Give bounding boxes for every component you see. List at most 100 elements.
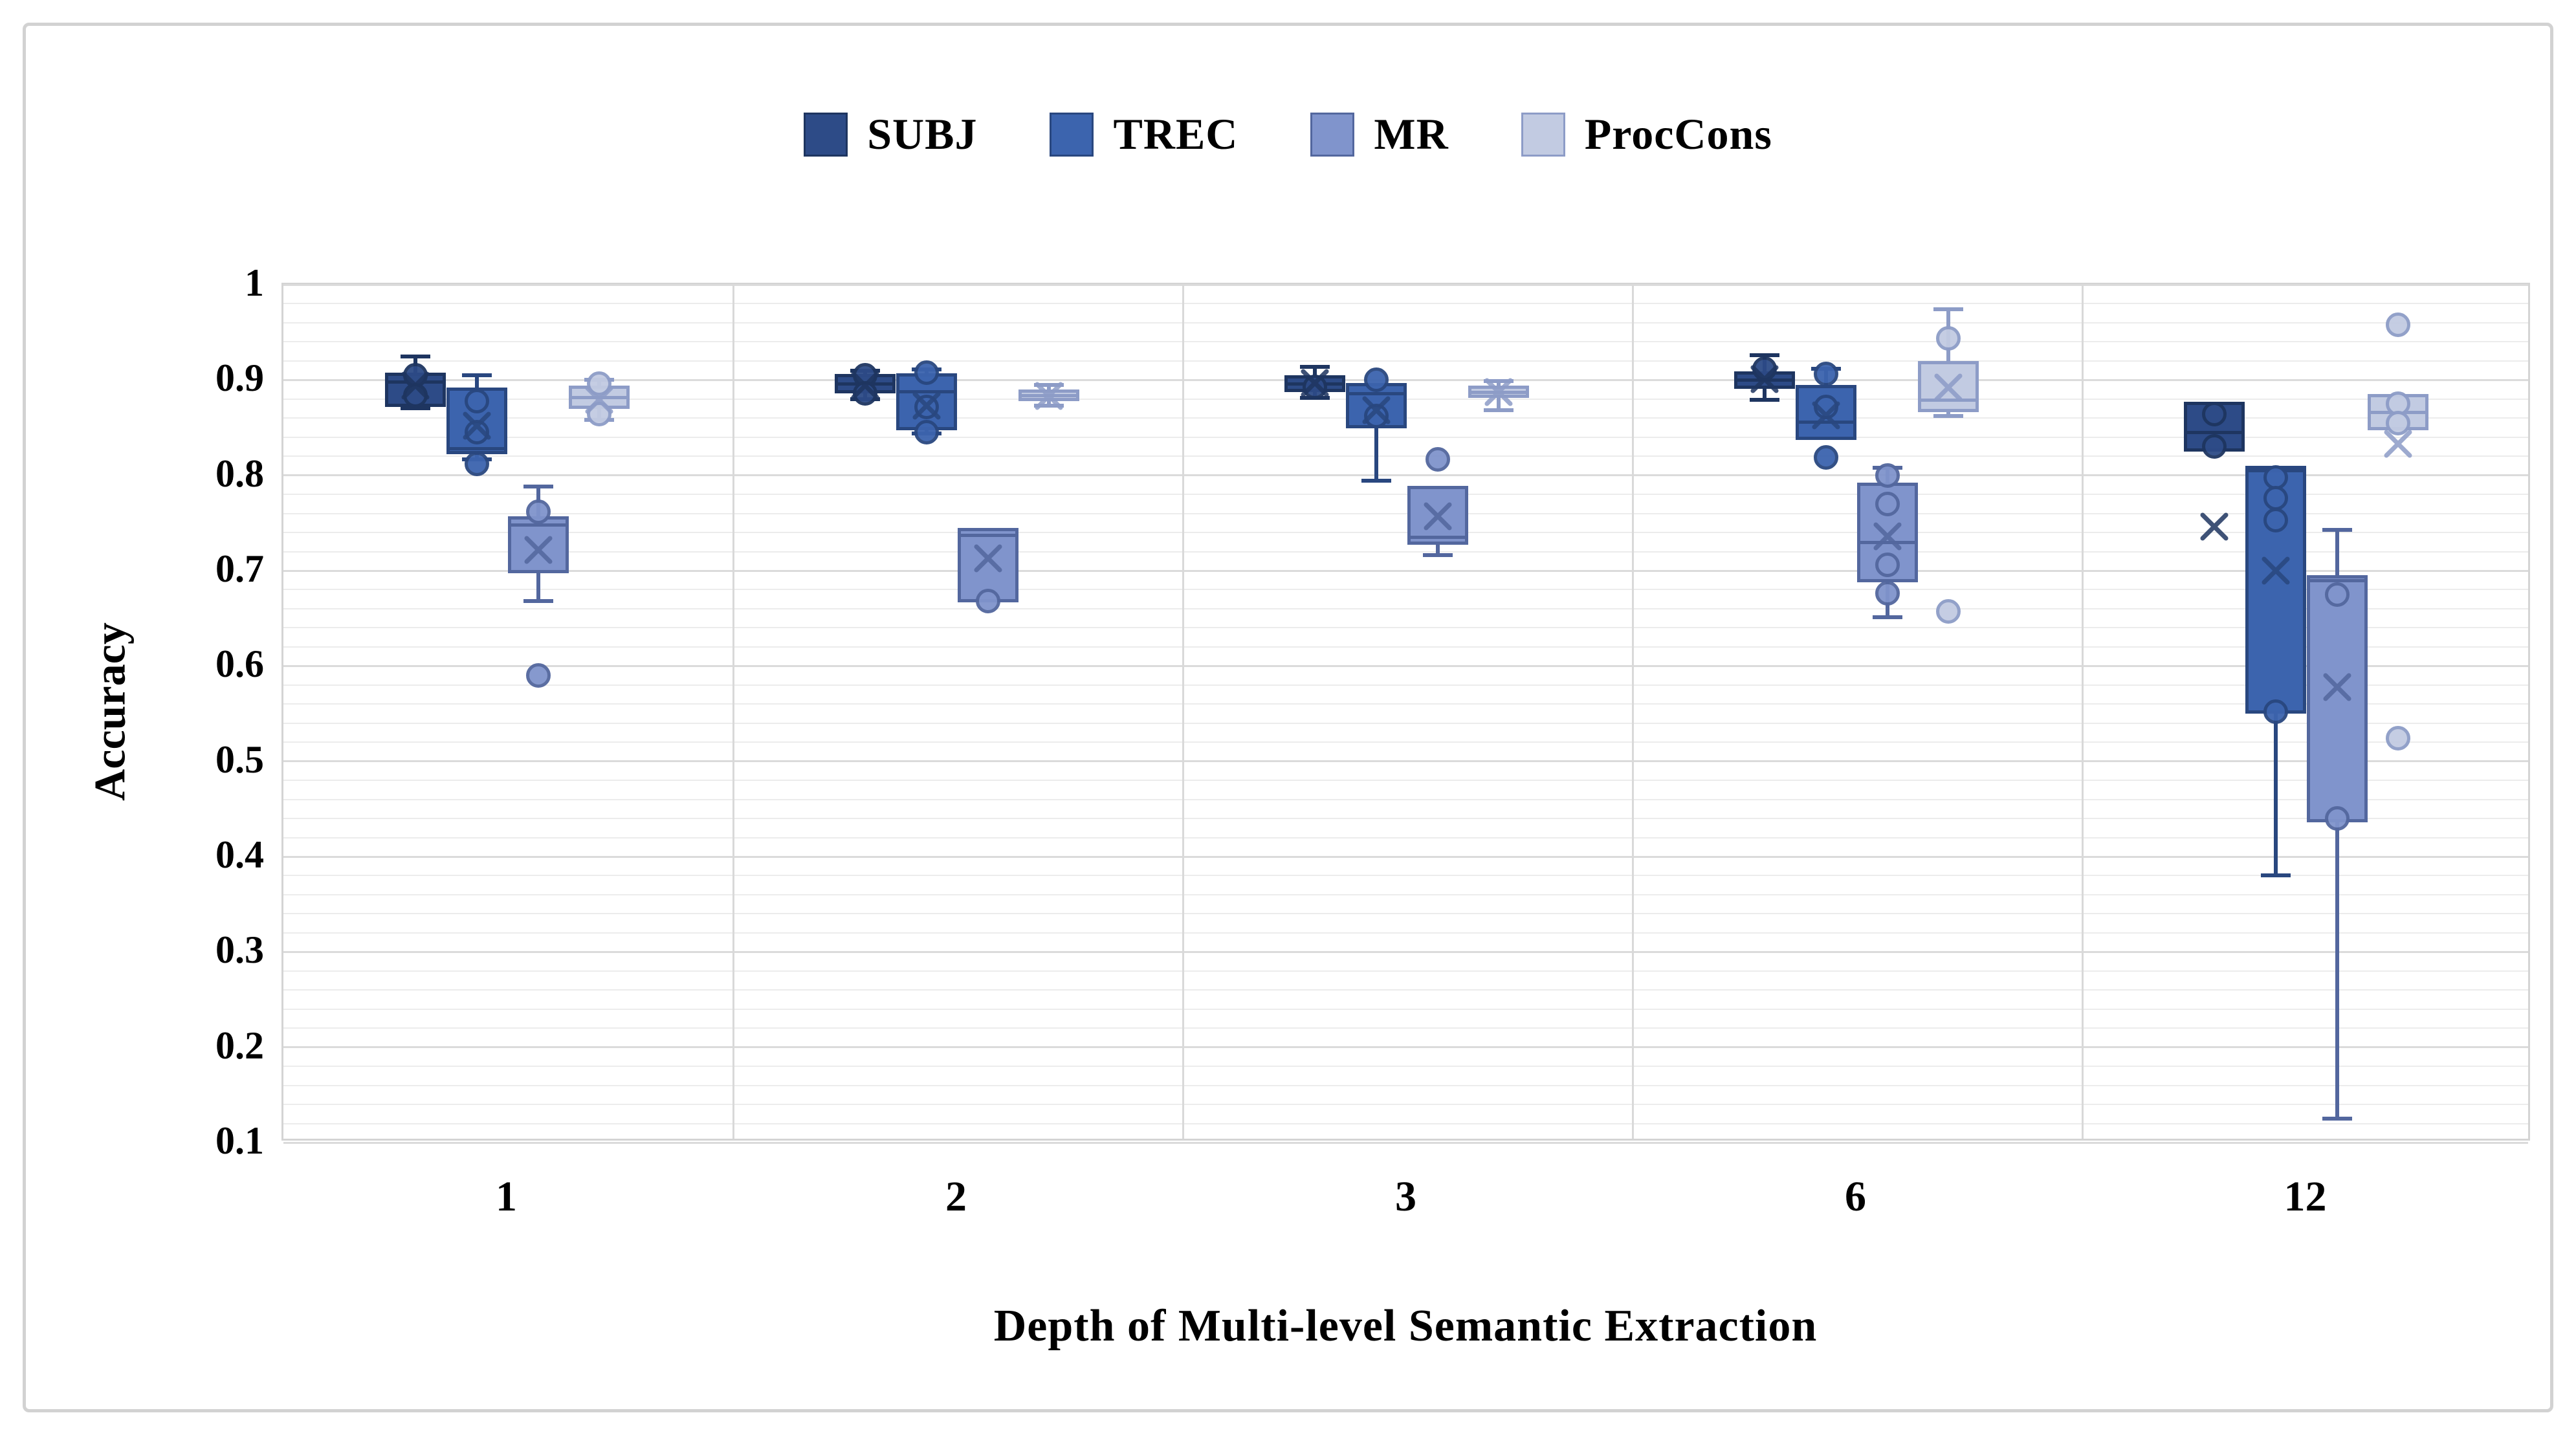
outlier-dot — [1935, 325, 1961, 351]
gridline — [283, 1008, 2528, 1010]
x-axis-title: Depth of Multi-level Semantic Extraction — [993, 1301, 1818, 1351]
whisker_low — [536, 573, 540, 604]
y-tick-label: 0.5 — [215, 738, 264, 781]
gridline — [283, 1141, 2528, 1144]
median-line — [960, 534, 1016, 538]
whisker_low-cap — [1361, 479, 1391, 483]
gridline — [283, 741, 2528, 743]
whisker_high-cap — [2322, 527, 2352, 532]
gridline — [283, 932, 2528, 934]
gridline — [283, 913, 2528, 915]
gridline — [283, 1046, 2528, 1049]
mean-x-marker — [1746, 360, 1783, 398]
gridline — [283, 855, 2528, 858]
gridline — [283, 474, 2528, 477]
gridline — [283, 798, 2528, 800]
gridline — [283, 970, 2528, 972]
outlier-dot — [2201, 402, 2227, 427]
whisker_low-cap — [2260, 873, 2291, 878]
legend-swatch-icon — [1050, 112, 1094, 157]
gridline — [283, 532, 2528, 534]
mean-x-marker — [908, 387, 945, 424]
whisker_high — [2335, 527, 2339, 576]
chart-legend: SUBJ TREC MR ProcCons — [0, 109, 2576, 160]
mean-x-marker — [1869, 518, 1906, 555]
y-tick-label: 0.3 — [215, 928, 264, 972]
whisker_low-cap — [1933, 414, 1963, 419]
legend-item-mr: MR — [1310, 109, 1448, 160]
gridline — [283, 722, 2528, 724]
gridline — [283, 341, 2528, 343]
box-trec-depth12 — [2245, 465, 2306, 714]
gridline — [283, 303, 2528, 305]
gridline — [283, 989, 2528, 991]
category-separator — [732, 285, 734, 1139]
gridline — [283, 1123, 2528, 1124]
whisker_high-cap — [1749, 353, 1779, 358]
gridline — [283, 551, 2528, 553]
outlier-dot — [2324, 806, 2350, 831]
gridline — [283, 1066, 2528, 1068]
median-line — [2186, 431, 2242, 435]
outlier-dot — [2385, 312, 2410, 337]
mean-x-marker — [1296, 364, 1334, 402]
gridline — [283, 875, 2528, 877]
y-tick-label: 0.7 — [215, 547, 264, 590]
outlier-dot — [1875, 553, 1900, 578]
x-tick-label: 3 — [1395, 1173, 1416, 1220]
outlier-dot — [1425, 446, 1450, 472]
gridline — [283, 436, 2528, 438]
outlier-dot — [1875, 491, 1900, 516]
legend-label: MR — [1374, 109, 1449, 159]
mean-x-marker — [1358, 391, 1395, 429]
y-tick-label: 1 — [245, 261, 264, 304]
median-line — [510, 523, 566, 527]
mean-x-marker — [1807, 397, 1845, 434]
gridline — [283, 494, 2528, 496]
outlier-dot — [2201, 434, 2227, 459]
median-line — [448, 447, 505, 451]
whisker_low-cap — [400, 406, 430, 411]
legend-item-trec: TREC — [1050, 109, 1238, 160]
y-tick-label: 0.4 — [215, 833, 264, 876]
legend-label: ProcCons — [1584, 109, 1772, 159]
gridline — [283, 1084, 2528, 1086]
median-line — [2309, 578, 2365, 582]
outlier-dot — [525, 499, 551, 524]
whisker_low-cap — [523, 599, 553, 604]
outlier-dot — [1813, 362, 1838, 387]
gridline — [283, 950, 2528, 953]
gridline — [283, 378, 2528, 381]
outlier-dot — [1875, 463, 1900, 488]
gridline — [283, 664, 2528, 667]
median-line — [1409, 536, 1466, 540]
whisker_low — [2335, 822, 2339, 1121]
whisker_high-cap — [523, 485, 553, 489]
mean-x-marker — [1030, 377, 1068, 415]
legend-swatch-icon — [804, 112, 848, 157]
category-separator — [1182, 285, 1184, 1139]
x-tick-label: 1 — [496, 1173, 517, 1220]
y-tick-label: 0.1 — [215, 1119, 264, 1162]
outlier-dot — [525, 663, 551, 688]
y-tick-label: 0.9 — [215, 356, 264, 400]
y-tick-label: 0.6 — [215, 642, 264, 686]
outlier-dot — [1935, 599, 1961, 624]
x-tick-label: 6 — [1845, 1173, 1866, 1220]
category-separator — [2081, 285, 2084, 1139]
mean-x-marker — [2257, 552, 2295, 589]
whisker_low — [2273, 714, 2278, 878]
gridline — [283, 589, 2528, 591]
gridline — [283, 780, 2528, 782]
outlier-dot — [2324, 582, 2350, 607]
gridline — [283, 627, 2528, 629]
whisker_low — [1374, 428, 1378, 483]
whisker_low-cap — [1749, 398, 1779, 402]
whisker_low-cap — [1872, 615, 1902, 620]
gridline — [283, 283, 2528, 286]
outlier-dot — [2385, 726, 2410, 751]
gridline — [283, 360, 2528, 362]
mean-x-marker — [1480, 373, 1517, 411]
whisker_high-cap — [400, 354, 430, 358]
gridline — [283, 760, 2528, 763]
